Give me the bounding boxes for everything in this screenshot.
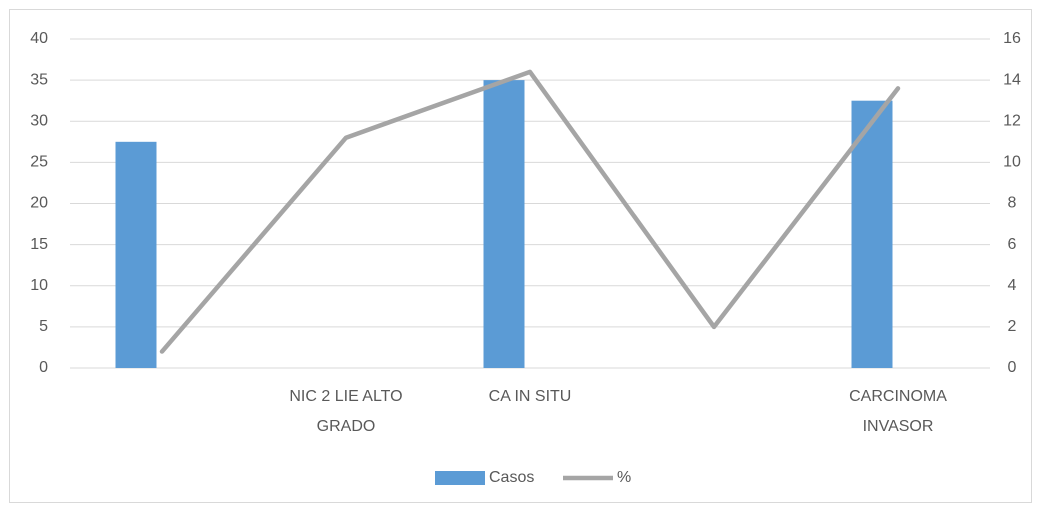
y-tick-label: 30 <box>30 112 48 129</box>
x-tick-label: CARCINOMA INVASOR <box>849 388 947 435</box>
y-tick-label: 40 <box>30 30 48 47</box>
y2-tick-label: 12 <box>1003 112 1021 129</box>
line <box>159 69 901 354</box>
y2-tick-label: 8 <box>1008 195 1017 212</box>
y2-tick-label: 10 <box>1003 154 1021 171</box>
y-tick-label: 5 <box>39 318 48 335</box>
y-tick-label: 25 <box>30 154 48 171</box>
legend-label: Casos <box>489 469 534 486</box>
y2-tick-label: 16 <box>1003 30 1021 47</box>
bar <box>115 141 157 368</box>
x-tick-label: CA IN SITU <box>489 388 572 405</box>
y-tick-label: 0 <box>39 359 48 376</box>
y2-tick-label: 0 <box>1008 359 1017 376</box>
y2-tick-label: 14 <box>1003 71 1021 88</box>
y-tick-label: 20 <box>30 195 48 212</box>
bar <box>483 80 525 368</box>
y-tick-label: 10 <box>30 277 48 294</box>
bar <box>851 100 893 368</box>
y2-tick-label: 4 <box>1008 277 1017 294</box>
legend-label: % <box>617 469 631 486</box>
legend-swatch <box>435 471 485 485</box>
y-tick-label: 15 <box>30 236 48 253</box>
y-tick-label: 35 <box>30 71 48 88</box>
y2-tick-label: 2 <box>1008 318 1017 335</box>
x-tick-label: NIC 2 LIE ALTO GRADO <box>289 388 402 435</box>
y2-tick-label: 6 <box>1008 236 1017 253</box>
